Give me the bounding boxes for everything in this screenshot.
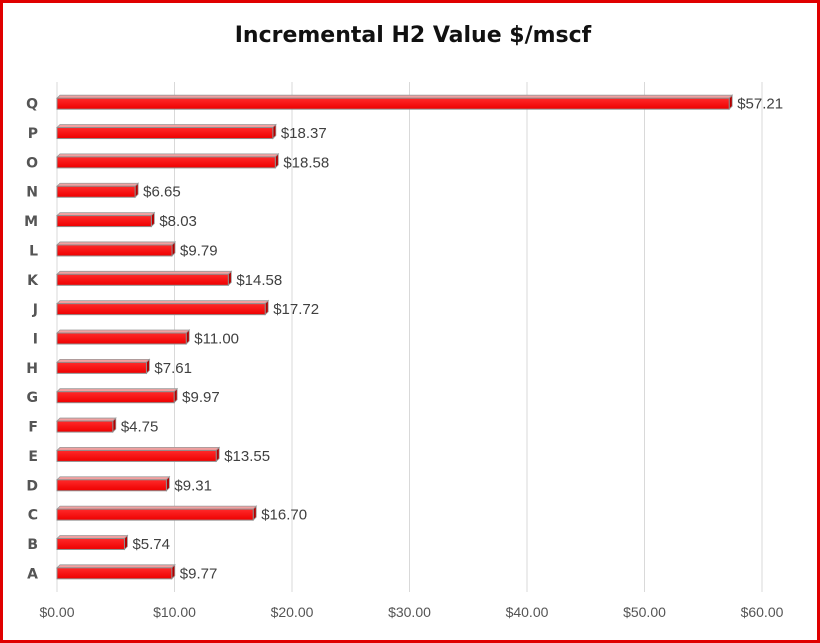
x-tick-label: $20.00	[271, 604, 314, 620]
x-tick-label: $10.00	[153, 604, 196, 620]
bar	[56, 534, 129, 551]
bar-front-face	[56, 185, 136, 198]
bar	[56, 475, 171, 492]
category-label: G	[27, 390, 39, 406]
data-label: $6.65	[143, 184, 181, 201]
bar-front-face	[56, 508, 254, 521]
bar-front-face	[56, 244, 173, 257]
data-label: $9.79	[180, 242, 218, 259]
category-label: N	[26, 185, 38, 201]
category-label: A	[27, 566, 38, 582]
bar-front-face	[56, 567, 173, 580]
bar	[56, 358, 151, 375]
data-label: $9.97	[182, 389, 220, 406]
bar-front-face	[56, 361, 147, 374]
bar	[56, 505, 258, 522]
data-label: $16.70	[261, 507, 307, 524]
data-label: $8.03	[159, 213, 197, 230]
bar	[56, 123, 277, 140]
data-label: $5.74	[132, 536, 170, 553]
bar-front-face	[56, 449, 217, 462]
bar	[56, 182, 140, 199]
bar	[56, 387, 179, 404]
bar-front-face	[56, 479, 167, 492]
data-label: $14.58	[236, 272, 282, 289]
category-label: Q	[26, 97, 38, 113]
category-label: F	[28, 420, 38, 436]
bar-front-face	[56, 97, 730, 110]
bar-front-face	[56, 127, 274, 140]
bar-front-face	[56, 332, 187, 345]
category-label: B	[27, 537, 38, 553]
data-label: $18.37	[281, 125, 327, 142]
bar	[56, 446, 221, 463]
category-label: E	[28, 449, 38, 465]
data-label: $18.58	[283, 154, 329, 171]
category-label: J	[32, 302, 38, 318]
bar-front-face	[56, 537, 125, 550]
bar	[56, 270, 233, 287]
data-label: $9.77	[180, 565, 218, 582]
bar	[56, 329, 191, 345]
bar-front-face	[56, 303, 266, 316]
bar	[56, 94, 734, 111]
x-tick-label: $50.00	[623, 604, 666, 620]
x-tick-label: $40.00	[506, 604, 549, 620]
bar	[56, 211, 156, 228]
category-label: D	[26, 478, 38, 494]
data-label: $57.21	[737, 96, 783, 113]
bar-front-face	[56, 273, 229, 286]
category-label: O	[26, 155, 38, 171]
category-label: L	[29, 243, 38, 259]
bar-front-face	[56, 215, 152, 228]
category-label: M	[24, 214, 38, 230]
bar	[56, 240, 176, 257]
category-label: C	[28, 508, 38, 524]
x-axis-tick-labels: $0.00 $10.00 $20.00 $30.00 $40.00 $50.00 $60.0…	[39, 604, 783, 620]
category-label: H	[26, 361, 38, 377]
bar-front-face	[56, 391, 175, 404]
bars	[56, 94, 734, 580]
x-tick-label: $30.00	[388, 604, 431, 620]
category-label: K	[27, 273, 39, 289]
bar	[56, 563, 176, 580]
data-label: $17.72	[273, 301, 319, 318]
data-label: $4.75	[121, 419, 159, 436]
chart-title: Incremental H2 Value $/mscf	[234, 23, 592, 48]
data-labels: $9.77 $5.74 $16.70 $9.31 $13.55 $4.75 $9.97 $7.…	[121, 96, 783, 583]
x-tick-label: $0.00	[39, 604, 74, 620]
bar	[56, 417, 117, 434]
bar	[56, 299, 270, 316]
bar-front-face	[56, 156, 276, 169]
category-label: P	[28, 126, 38, 142]
x-tick-label: $60.00	[741, 604, 784, 620]
data-label: $7.61	[154, 360, 192, 377]
bar	[56, 152, 280, 169]
bar-front-face	[56, 420, 114, 433]
data-label: $13.55	[224, 448, 270, 465]
data-label: $9.31	[174, 477, 212, 494]
data-label: $11.00	[194, 331, 239, 348]
category-label: I	[33, 332, 38, 348]
